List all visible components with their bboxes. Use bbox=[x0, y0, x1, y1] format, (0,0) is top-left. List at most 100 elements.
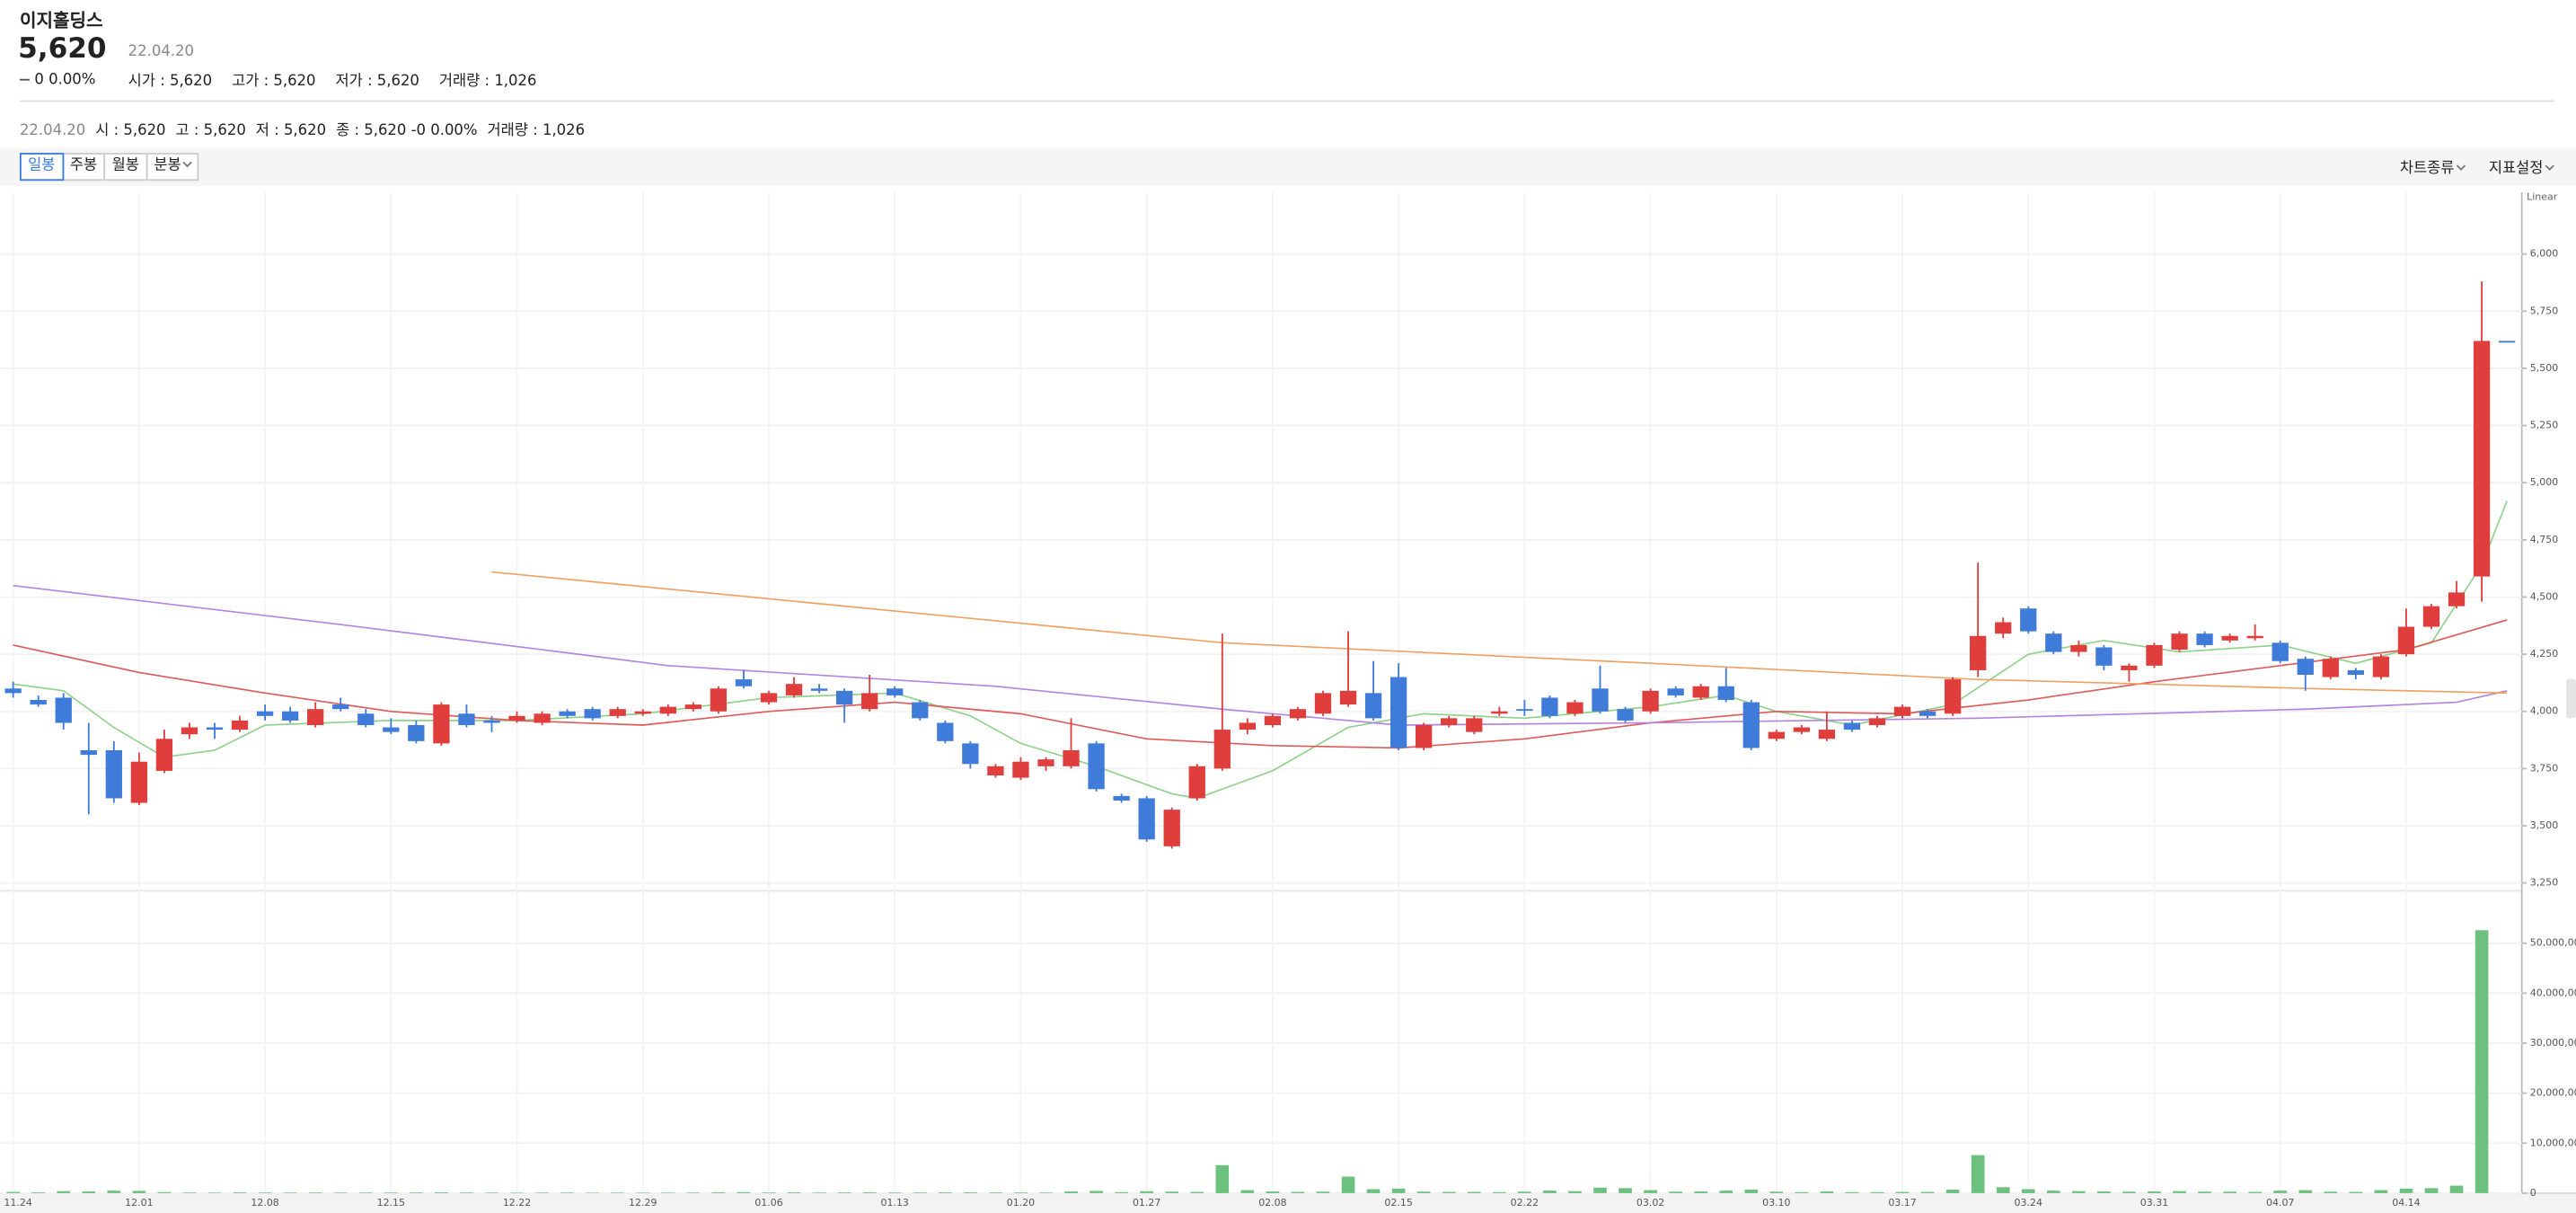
candle-body bbox=[1491, 711, 1508, 714]
volume-bar bbox=[1215, 1164, 1230, 1193]
info-item: 저 : 5,620 bbox=[255, 123, 327, 140]
volume-bar bbox=[2475, 930, 2489, 1193]
info-bar: 22.04.20 시 : 5,620 고 : 5,620 저 : 5,620 종 : 5… bbox=[20, 119, 595, 140]
candle-body bbox=[80, 750, 97, 756]
volume-bar bbox=[1391, 1188, 1406, 1193]
volume-bar bbox=[460, 1192, 473, 1193]
volume-bar bbox=[283, 1192, 297, 1193]
candle-body bbox=[2095, 647, 2113, 666]
volume-bar bbox=[586, 1192, 599, 1193]
candle-body bbox=[2498, 341, 2516, 343]
candle-body bbox=[332, 704, 349, 710]
volume-bar bbox=[1467, 1191, 1481, 1193]
y-tick-label: 3,250 bbox=[2530, 877, 2558, 889]
volume-bar bbox=[1719, 1191, 1734, 1193]
volume-bar bbox=[1694, 1191, 1707, 1193]
period-button[interactable]: 월봉 bbox=[103, 153, 148, 182]
volume-bar bbox=[2374, 1190, 2388, 1193]
candle-body bbox=[861, 693, 878, 710]
y-tick-label: 4,500 bbox=[2530, 590, 2558, 602]
volume-bar bbox=[1795, 1191, 1809, 1193]
candle-body bbox=[810, 688, 828, 691]
candle-body bbox=[962, 743, 979, 765]
candle-body bbox=[1416, 725, 1433, 748]
x-tick-label: 01.13 bbox=[881, 1197, 909, 1209]
moving-average bbox=[13, 619, 2508, 749]
candle-body bbox=[1088, 743, 1105, 790]
candle-body bbox=[181, 727, 198, 735]
volume-bar bbox=[107, 1191, 121, 1193]
candle-body bbox=[30, 700, 47, 705]
menu-button[interactable]: 지표설정 bbox=[2489, 156, 2554, 178]
candle-body bbox=[937, 722, 954, 741]
menu-label: 차트종류 bbox=[2399, 161, 2455, 178]
candle-body bbox=[2020, 608, 2037, 632]
x-tick-label: 03.24 bbox=[2015, 1197, 2042, 1209]
period-button[interactable]: 일봉 bbox=[19, 153, 64, 182]
volume-bar bbox=[1115, 1191, 1128, 1193]
candle-body bbox=[2045, 633, 2062, 652]
volume-bar bbox=[82, 1191, 96, 1193]
candle-body bbox=[4, 688, 22, 694]
candle-body bbox=[1364, 693, 1382, 719]
volume-bar bbox=[812, 1192, 826, 1193]
period-label: 주봉 bbox=[69, 157, 98, 174]
period-button[interactable]: 분봉 bbox=[146, 153, 199, 182]
candle-body bbox=[1566, 702, 1584, 714]
candle-body bbox=[1012, 761, 1029, 778]
volume-bar bbox=[1971, 1155, 1985, 1193]
candle-body bbox=[2372, 656, 2390, 677]
x-tick-label: 12.15 bbox=[377, 1197, 405, 1209]
moving-average bbox=[13, 584, 2508, 726]
volume-bar bbox=[560, 1192, 574, 1193]
candle-body bbox=[1768, 731, 1785, 739]
candle-body bbox=[684, 704, 702, 710]
x-axis-band bbox=[0, 1192, 2576, 1213]
volume-bar bbox=[2324, 1191, 2338, 1193]
volume-bar bbox=[2449, 1185, 2464, 1193]
candle-body bbox=[634, 711, 651, 714]
volume-bar bbox=[2223, 1191, 2236, 1193]
candle-body bbox=[2070, 644, 2087, 652]
candle-body bbox=[1592, 688, 1609, 712]
candle-body bbox=[887, 688, 904, 695]
side-tab[interactable] bbox=[2566, 678, 2576, 719]
volume-bar bbox=[2248, 1191, 2262, 1193]
volume-bar bbox=[1895, 1191, 1910, 1193]
candle-body bbox=[559, 711, 576, 716]
volume-bar bbox=[2349, 1191, 2363, 1193]
volume-bar bbox=[410, 1192, 423, 1193]
candle-body bbox=[2397, 626, 2415, 655]
x-tick-label: 03.10 bbox=[1762, 1197, 1790, 1209]
volume-bar bbox=[1165, 1191, 1179, 1193]
stat: 저가 : 5,620 bbox=[335, 74, 419, 91]
scale-label: Linear bbox=[2527, 190, 2558, 202]
volume-bar bbox=[913, 1192, 927, 1193]
volume-bar bbox=[1240, 1190, 1255, 1193]
volume-bar bbox=[1644, 1190, 1657, 1193]
volume-bar bbox=[1920, 1191, 1935, 1193]
candle-body bbox=[458, 713, 475, 726]
x-tick-label: 01.20 bbox=[1007, 1197, 1035, 1209]
volume-bar bbox=[762, 1192, 776, 1193]
menu-button[interactable]: 차트종류 bbox=[2399, 156, 2466, 178]
candle-body bbox=[1944, 679, 1962, 714]
volume-bar bbox=[132, 1191, 146, 1193]
volume-bar bbox=[333, 1192, 348, 1193]
flat-icon bbox=[19, 78, 30, 81]
volume-bar bbox=[2399, 1188, 2413, 1193]
candle-body bbox=[1970, 635, 1987, 670]
y-tick-label: 6,000 bbox=[2530, 248, 2558, 260]
volume-bar bbox=[2148, 1191, 2161, 1193]
candle-body bbox=[2171, 633, 2188, 651]
volume-bar bbox=[233, 1192, 247, 1193]
y-tick-label: 3,750 bbox=[2530, 762, 2558, 774]
volume-bar bbox=[2122, 1191, 2136, 1193]
volume-bar bbox=[1543, 1191, 1557, 1193]
period-button[interactable]: 주봉 bbox=[61, 153, 106, 182]
change-text: 0 0.00% bbox=[34, 72, 96, 89]
volume-bar bbox=[1870, 1191, 1884, 1193]
candle-body bbox=[1466, 718, 1483, 732]
candle-body bbox=[609, 709, 626, 716]
price-change: 0 0.00% bbox=[19, 72, 96, 89]
